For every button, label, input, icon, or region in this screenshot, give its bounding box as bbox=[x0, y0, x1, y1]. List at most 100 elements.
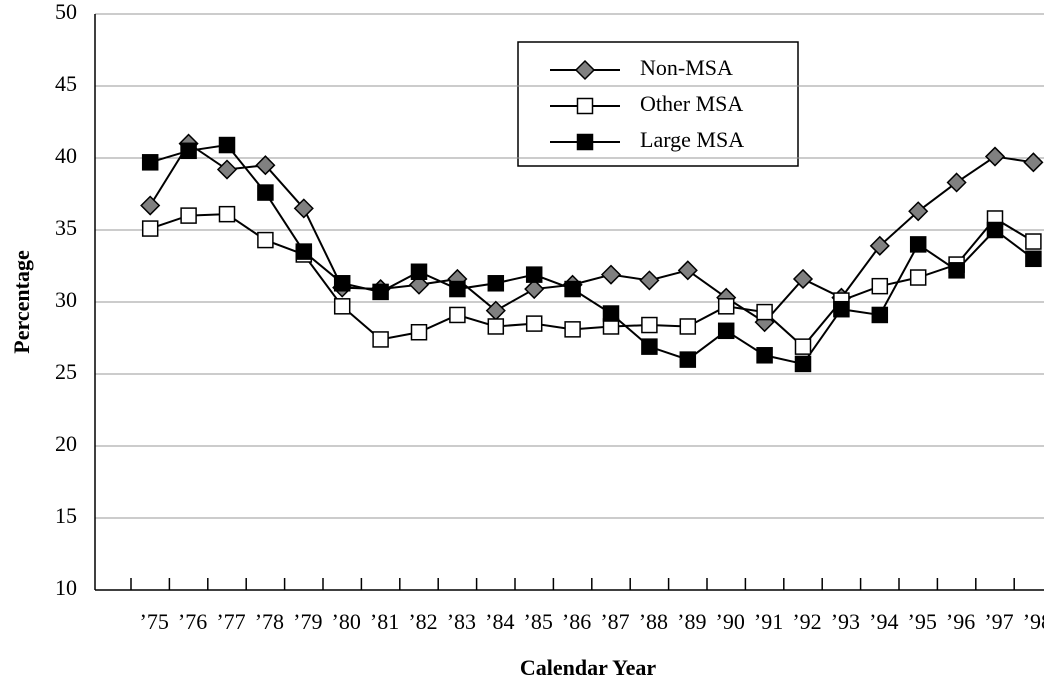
data-point bbox=[293, 198, 314, 219]
x-tick-label: ’77 bbox=[216, 609, 245, 634]
data-point bbox=[140, 195, 161, 216]
data-point bbox=[639, 270, 660, 291]
y-tick-label: 30 bbox=[55, 287, 77, 312]
data-point bbox=[909, 269, 927, 286]
data-point bbox=[679, 318, 697, 335]
data-point bbox=[717, 298, 735, 315]
x-tick-label: ’79 bbox=[293, 609, 322, 634]
data-point bbox=[410, 263, 428, 281]
data-point bbox=[525, 315, 543, 332]
data-point bbox=[871, 277, 889, 295]
data-point bbox=[216, 159, 238, 180]
y-tick-label: 20 bbox=[55, 431, 77, 456]
x-axis-title: Calendar Year bbox=[520, 655, 657, 680]
x-tick-label: ’83 bbox=[447, 609, 476, 634]
data-point bbox=[602, 305, 620, 322]
data-point bbox=[717, 322, 735, 340]
x-tick-label: ’91 bbox=[754, 609, 783, 634]
y-tick-label: 40 bbox=[55, 143, 77, 168]
x-tick-label: ’86 bbox=[562, 609, 591, 634]
y-tick-label: 10 bbox=[55, 575, 77, 600]
data-point bbox=[984, 146, 1006, 167]
data-point bbox=[218, 205, 236, 223]
x-tick-label: ’80 bbox=[332, 609, 361, 634]
x-tick-label: ’87 bbox=[600, 609, 629, 634]
data-point bbox=[524, 278, 545, 300]
data-point bbox=[677, 260, 698, 281]
data-point bbox=[641, 338, 658, 355]
data-point bbox=[141, 154, 159, 171]
data-point bbox=[564, 280, 581, 298]
data-point bbox=[1025, 250, 1042, 268]
x-tick-label: ’81 bbox=[370, 609, 399, 634]
data-point bbox=[487, 318, 505, 335]
data-point bbox=[333, 298, 351, 315]
data-point bbox=[255, 155, 276, 176]
data-point bbox=[449, 306, 466, 324]
x-tick-label: ’90 bbox=[716, 609, 745, 634]
x-tick-label: ’94 bbox=[869, 609, 898, 634]
legend-box bbox=[517, 41, 799, 167]
data-point bbox=[564, 321, 581, 338]
legend-marker bbox=[574, 59, 596, 81]
x-tick-label: ’89 bbox=[677, 609, 706, 634]
legend-label: Non-MSA bbox=[640, 55, 733, 80]
data-point bbox=[871, 306, 889, 324]
data-point bbox=[487, 275, 505, 292]
x-tick-label: ’84 bbox=[485, 609, 514, 634]
data-point bbox=[408, 274, 430, 295]
data-point bbox=[372, 283, 389, 301]
y-tick-label: 45 bbox=[55, 71, 77, 96]
data-point bbox=[794, 338, 812, 355]
data-point bbox=[792, 268, 814, 290]
data-point bbox=[756, 303, 773, 321]
x-tick-label: ’98 bbox=[1023, 609, 1044, 634]
legend-marker bbox=[576, 133, 594, 151]
data-point bbox=[372, 331, 389, 348]
x-tick-label: ’78 bbox=[255, 609, 284, 634]
data-point bbox=[449, 280, 466, 298]
data-point bbox=[869, 235, 890, 256]
series-line bbox=[149, 142, 1034, 324]
data-point bbox=[333, 275, 351, 292]
x-tick-label: ’93 bbox=[831, 609, 860, 634]
data-point bbox=[908, 201, 929, 222]
data-point bbox=[257, 184, 274, 201]
data-point bbox=[986, 221, 1004, 239]
data-point bbox=[218, 136, 236, 154]
y-tick-label: 25 bbox=[55, 359, 77, 384]
data-point bbox=[946, 172, 967, 193]
data-point bbox=[1025, 233, 1042, 250]
data-point bbox=[257, 231, 274, 249]
data-point bbox=[641, 316, 658, 334]
legend-label: Large MSA bbox=[640, 127, 744, 152]
data-point bbox=[948, 262, 965, 279]
x-tick-label: ’92 bbox=[792, 609, 821, 634]
data-point bbox=[600, 264, 622, 285]
data-point bbox=[1023, 152, 1044, 173]
x-tick-label: ’88 bbox=[639, 609, 668, 634]
data-point bbox=[909, 236, 927, 253]
x-tick-label: ’82 bbox=[408, 609, 437, 634]
x-tick-label: ’97 bbox=[984, 609, 1013, 634]
x-tick-label: ’96 bbox=[946, 609, 975, 634]
x-tick-label: ’76 bbox=[178, 609, 207, 634]
series-line bbox=[149, 143, 1034, 366]
data-point bbox=[180, 207, 197, 224]
x-tick-label: ’95 bbox=[908, 609, 937, 634]
y-tick-label: 35 bbox=[55, 215, 77, 240]
y-tick-label: 50 bbox=[55, 0, 77, 24]
y-axis-title: Percentage bbox=[9, 250, 34, 354]
data-point bbox=[525, 266, 543, 283]
x-tick-label: ’85 bbox=[524, 609, 553, 634]
data-point bbox=[410, 323, 428, 341]
legend-label: Other MSA bbox=[640, 91, 743, 116]
x-tick-label: ’75 bbox=[140, 609, 169, 634]
data-point bbox=[756, 347, 773, 364]
data-point bbox=[794, 355, 812, 373]
data-point bbox=[679, 351, 697, 368]
legend-marker bbox=[576, 97, 594, 115]
data-point bbox=[833, 300, 850, 318]
data-point bbox=[180, 142, 197, 160]
